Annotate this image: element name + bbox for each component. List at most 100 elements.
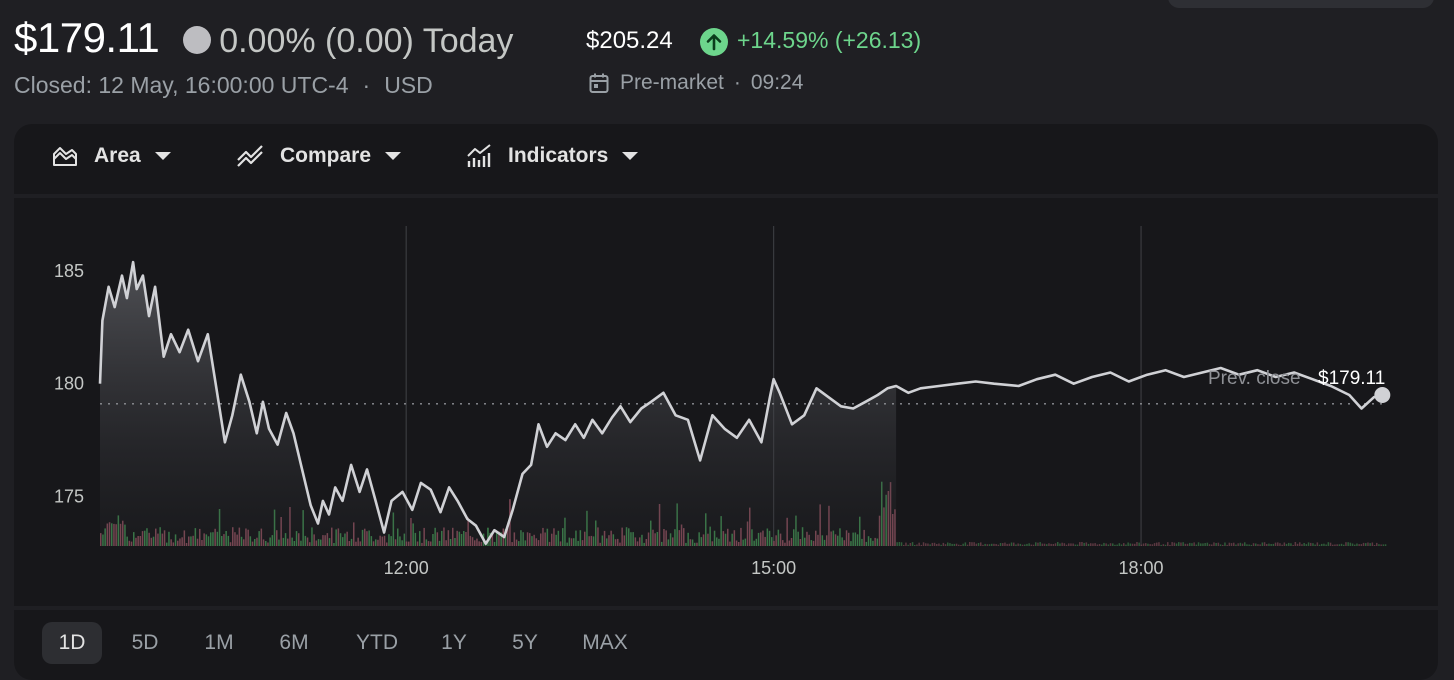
range-button-1d[interactable]: 1D	[42, 622, 102, 664]
volume-bar	[1147, 543, 1149, 546]
volume-bar	[1354, 544, 1356, 546]
range-button-5d[interactable]: 5D	[131, 631, 159, 654]
volume-bar	[1015, 544, 1017, 546]
price-line	[98, 260, 1383, 545]
volume-bar	[1288, 542, 1290, 546]
volume-bar	[1175, 543, 1178, 546]
volume-bar	[1070, 543, 1072, 546]
volume-bar	[1345, 542, 1347, 546]
volume-bar	[927, 543, 929, 546]
indicators-button[interactable]: Indicators	[466, 144, 639, 168]
compare-icon	[237, 145, 263, 167]
volume-bar	[962, 543, 964, 546]
chart-toolbar: Area Compare Indicators	[14, 124, 1438, 194]
volume-bar	[1151, 544, 1154, 546]
separator: ·	[362, 72, 371, 98]
closed-info: Closed: 12 May, 16:00:00 UTC-4 · USD	[14, 72, 433, 99]
volume-bar	[1138, 542, 1140, 546]
volume-bar	[1230, 543, 1233, 546]
volume-bar	[1325, 544, 1327, 546]
volume-bar	[1131, 543, 1134, 546]
area-chart-button[interactable]: Area	[52, 144, 171, 168]
range-button-5y[interactable]: 5Y	[512, 631, 538, 654]
volume-bar	[1061, 542, 1063, 546]
volume-bar	[914, 545, 916, 546]
volume-bar	[1186, 543, 1189, 546]
volume-bar	[1037, 542, 1039, 546]
volume-bar	[1024, 544, 1026, 546]
volume-bar	[1081, 542, 1083, 546]
volume-bar	[1118, 543, 1121, 546]
volume-bar	[1314, 544, 1316, 546]
volume-bar	[1169, 544, 1171, 546]
caret-down-icon	[385, 152, 402, 160]
volume-bar	[1310, 542, 1312, 546]
volume-bar	[1373, 545, 1376, 546]
volume-bar	[1156, 542, 1158, 546]
volume-bar	[1332, 544, 1334, 546]
premarket-label: Pre-market	[620, 71, 724, 94]
volume-bar	[1266, 544, 1268, 546]
volume-bar	[1112, 543, 1114, 546]
current-price: $179.11	[14, 14, 160, 61]
time-range-bar: 1D 5D 1M 6M YTD 1Y 5Y MAX	[14, 610, 1438, 680]
volume-bar	[925, 543, 927, 546]
volume-bar	[1189, 542, 1191, 546]
volume-bar	[1382, 544, 1385, 546]
volume-bar	[1378, 544, 1380, 546]
price-chart[interactable]: 12:00 15:00 18:00 185 180 175 Prev. close $179.…	[14, 198, 1438, 606]
volume-bar	[977, 543, 980, 546]
volume-bar	[1125, 544, 1127, 546]
volume-bar	[1384, 544, 1387, 546]
volume-bar	[1048, 543, 1050, 546]
volume-bar	[1076, 544, 1079, 546]
volume-bar	[900, 542, 903, 546]
volume-bar	[1114, 544, 1116, 546]
prev-close-value: $179.11	[1318, 368, 1385, 389]
volume-bar	[991, 543, 993, 546]
indicators-label: Indicators	[508, 144, 609, 167]
volume-bar	[988, 544, 991, 546]
volume-bar	[1351, 543, 1354, 546]
volume-bar	[1191, 543, 1193, 546]
y-tick-label: 175	[54, 486, 84, 506]
chart-panel[interactable]: 12:00 15:00 18:00 185 180 175 Prev. close $179.…	[14, 198, 1438, 606]
volume-bar	[947, 542, 949, 546]
range-button-1y[interactable]: 1Y	[441, 631, 467, 654]
volume-bar	[980, 542, 982, 546]
volume-bar	[1371, 542, 1374, 546]
range-button-6m[interactable]: 6M	[279, 631, 309, 654]
volume-bar	[969, 542, 971, 546]
calendar-icon	[589, 73, 609, 93]
volume-bar	[1235, 544, 1237, 546]
volume-bar	[1259, 544, 1261, 546]
volume-bar	[1087, 543, 1090, 546]
volume-bar	[971, 542, 973, 546]
quote-header: $179.11 0.00% (0.00) Today	[14, 14, 513, 62]
search-bar-edge[interactable]	[1168, 0, 1434, 8]
volume-bar	[1026, 543, 1028, 546]
volume-bar	[1305, 544, 1308, 546]
area-label: Area	[94, 144, 141, 167]
compare-button[interactable]: Compare	[236, 144, 402, 168]
volume-bar	[1270, 544, 1272, 546]
volume-bar	[1008, 543, 1011, 546]
range-button-ytd[interactable]: YTD	[356, 631, 398, 654]
volume-bar	[1096, 544, 1099, 546]
today-change: 0.00% (0.00) Today	[219, 22, 514, 60]
premarket-info: Pre-market · 09:24	[588, 71, 803, 95]
volume-bar	[1244, 542, 1246, 546]
volume-bar	[1321, 543, 1323, 546]
volume-bar	[940, 544, 942, 546]
volume-bar	[1206, 542, 1209, 546]
volume-bar	[1098, 544, 1101, 546]
volume-bar	[1074, 544, 1077, 546]
separator: ·	[733, 71, 741, 94]
volume-bar	[1301, 544, 1303, 546]
volume-bar	[1173, 542, 1176, 546]
volume-bar	[1369, 543, 1371, 546]
range-button-max[interactable]: MAX	[582, 631, 628, 654]
volume-bar	[1349, 542, 1352, 546]
volume-bar	[1092, 543, 1094, 546]
range-button-1m[interactable]: 1M	[204, 631, 234, 654]
